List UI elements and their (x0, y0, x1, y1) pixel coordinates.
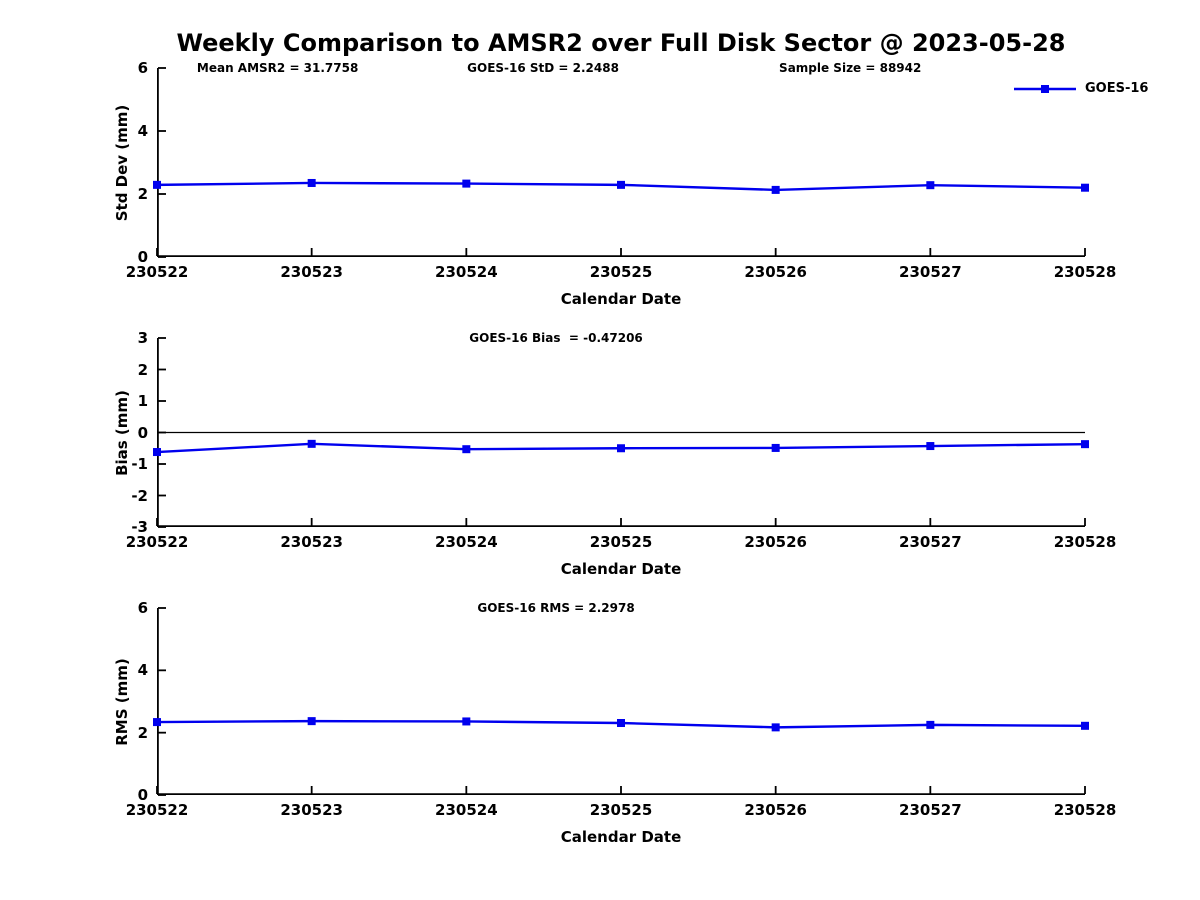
rms-x-tick-label: 230522 (125, 801, 189, 819)
std-dev-data-point-marker (926, 181, 935, 190)
std-dev-data-point-marker (462, 179, 471, 188)
bias-x-tick-label: 230525 (589, 533, 653, 551)
bias-data-point-marker (307, 439, 316, 448)
rms-x-tick-label: 230524 (435, 801, 498, 819)
bias-data-point-marker (617, 444, 625, 453)
rms-y-tick-label: 4 (137, 661, 148, 680)
rms-data-point-marker (1081, 721, 1089, 730)
rms-data-point-marker (617, 719, 625, 728)
bias-y-tick-label: 2 (137, 360, 148, 379)
std-dev-data-point-marker (771, 185, 780, 194)
std-dev-data-point-marker (153, 180, 161, 189)
std-dev-x-tick-label: 230523 (280, 263, 343, 281)
rms-x-tick-label: 230523 (280, 801, 343, 819)
legend-label: GOES-16 (1085, 81, 1149, 96)
std-dev-data-point-marker (307, 178, 316, 187)
bias-y-tick-label: -2 (131, 486, 148, 505)
bias-data-point-marker (771, 443, 780, 452)
bias-y-tick-label: 1 (137, 392, 148, 410)
std-dev-x-tick-label: 230526 (744, 263, 807, 281)
std-dev-x-tick-label: 230524 (435, 263, 498, 281)
rms-y-tick-label: 6 (137, 599, 148, 617)
rms-x-tick-label: 230526 (744, 801, 807, 819)
figure-title: Weekly Comparison to AMSR2 over Full Dis… (176, 29, 1066, 57)
bias-y-tick-label: -1 (131, 455, 148, 473)
rms-x-axis-label: Calendar Date (560, 828, 682, 846)
rms-x-tick-label: 230525 (589, 801, 653, 819)
rms-data-point-marker (307, 717, 316, 726)
bias-y-tick-label: -3 (131, 518, 148, 536)
std-dev-x-tick-label: 230528 (1053, 263, 1117, 281)
std-dev-y-tick-label: 6 (137, 59, 148, 77)
bias-data-point-marker (462, 445, 471, 454)
rms-data-point-marker (771, 723, 780, 732)
bias-y-tick-label: 3 (137, 329, 148, 347)
bias-axes (157, 338, 1085, 527)
stddev-x-axis-label: Calendar Date (560, 290, 682, 308)
rms-data-point-marker (153, 718, 161, 727)
rms-axes (157, 608, 1085, 795)
rms-annotation: GOES-16 RMS = 2.2978 (477, 601, 635, 615)
rms-data-point-marker (926, 720, 935, 729)
rms-x-tick-label: 230527 (899, 801, 962, 819)
bias-x-axis-label: Calendar Date (560, 560, 682, 578)
std-dev-x-tick-label: 230527 (899, 263, 962, 281)
bias-data-point-marker (153, 448, 161, 457)
legend-line-marker-icon (1014, 84, 1076, 93)
std-dev-y-tick-label: 0 (137, 248, 148, 266)
std-dev-data-point-marker (617, 180, 625, 189)
bias-x-tick-label: 230528 (1053, 533, 1117, 551)
std-dev-plot-area (153, 67, 1089, 258)
std-dev-y-tick-label: 4 (137, 122, 148, 140)
std-dev-y-tick-label: 2 (137, 185, 148, 203)
std-dev-annotation: Sample Size = 88942 (779, 61, 922, 75)
bias-x-tick-label: 230522 (125, 533, 189, 551)
legend: GOES-16 (1012, 81, 1148, 96)
rms-plot-area (153, 607, 1089, 796)
std-dev-annotation: Mean AMSR2 = 31.7758 (196, 61, 359, 75)
std-dev-axes (157, 68, 1085, 257)
rms-x-tick-label: 230528 (1053, 801, 1117, 819)
bias-data-point-marker (1081, 440, 1089, 449)
bias-x-tick-label: 230523 (280, 533, 343, 551)
bias-data-point-marker (926, 442, 935, 451)
bias-plot-area (153, 337, 1089, 528)
bias-x-tick-label: 230524 (435, 533, 498, 551)
bias-x-tick-label: 230526 (744, 533, 807, 551)
bias-x-tick-label: 230527 (899, 533, 962, 551)
std-dev-x-tick-label: 230525 (589, 263, 653, 281)
std-dev-x-tick-label: 230522 (125, 263, 189, 281)
rms-y-tick-label: 2 (137, 723, 148, 742)
bias-y-tick-label: 0 (137, 423, 148, 442)
std-dev-data-point-marker (1081, 183, 1089, 192)
rms-y-tick-label: 0 (137, 786, 148, 804)
bias-annotation: GOES-16 Bias = -0.47206 (469, 331, 643, 345)
rms-data-point-marker (462, 717, 471, 726)
std-dev-annotation: GOES-16 StD = 2.2488 (467, 61, 619, 75)
